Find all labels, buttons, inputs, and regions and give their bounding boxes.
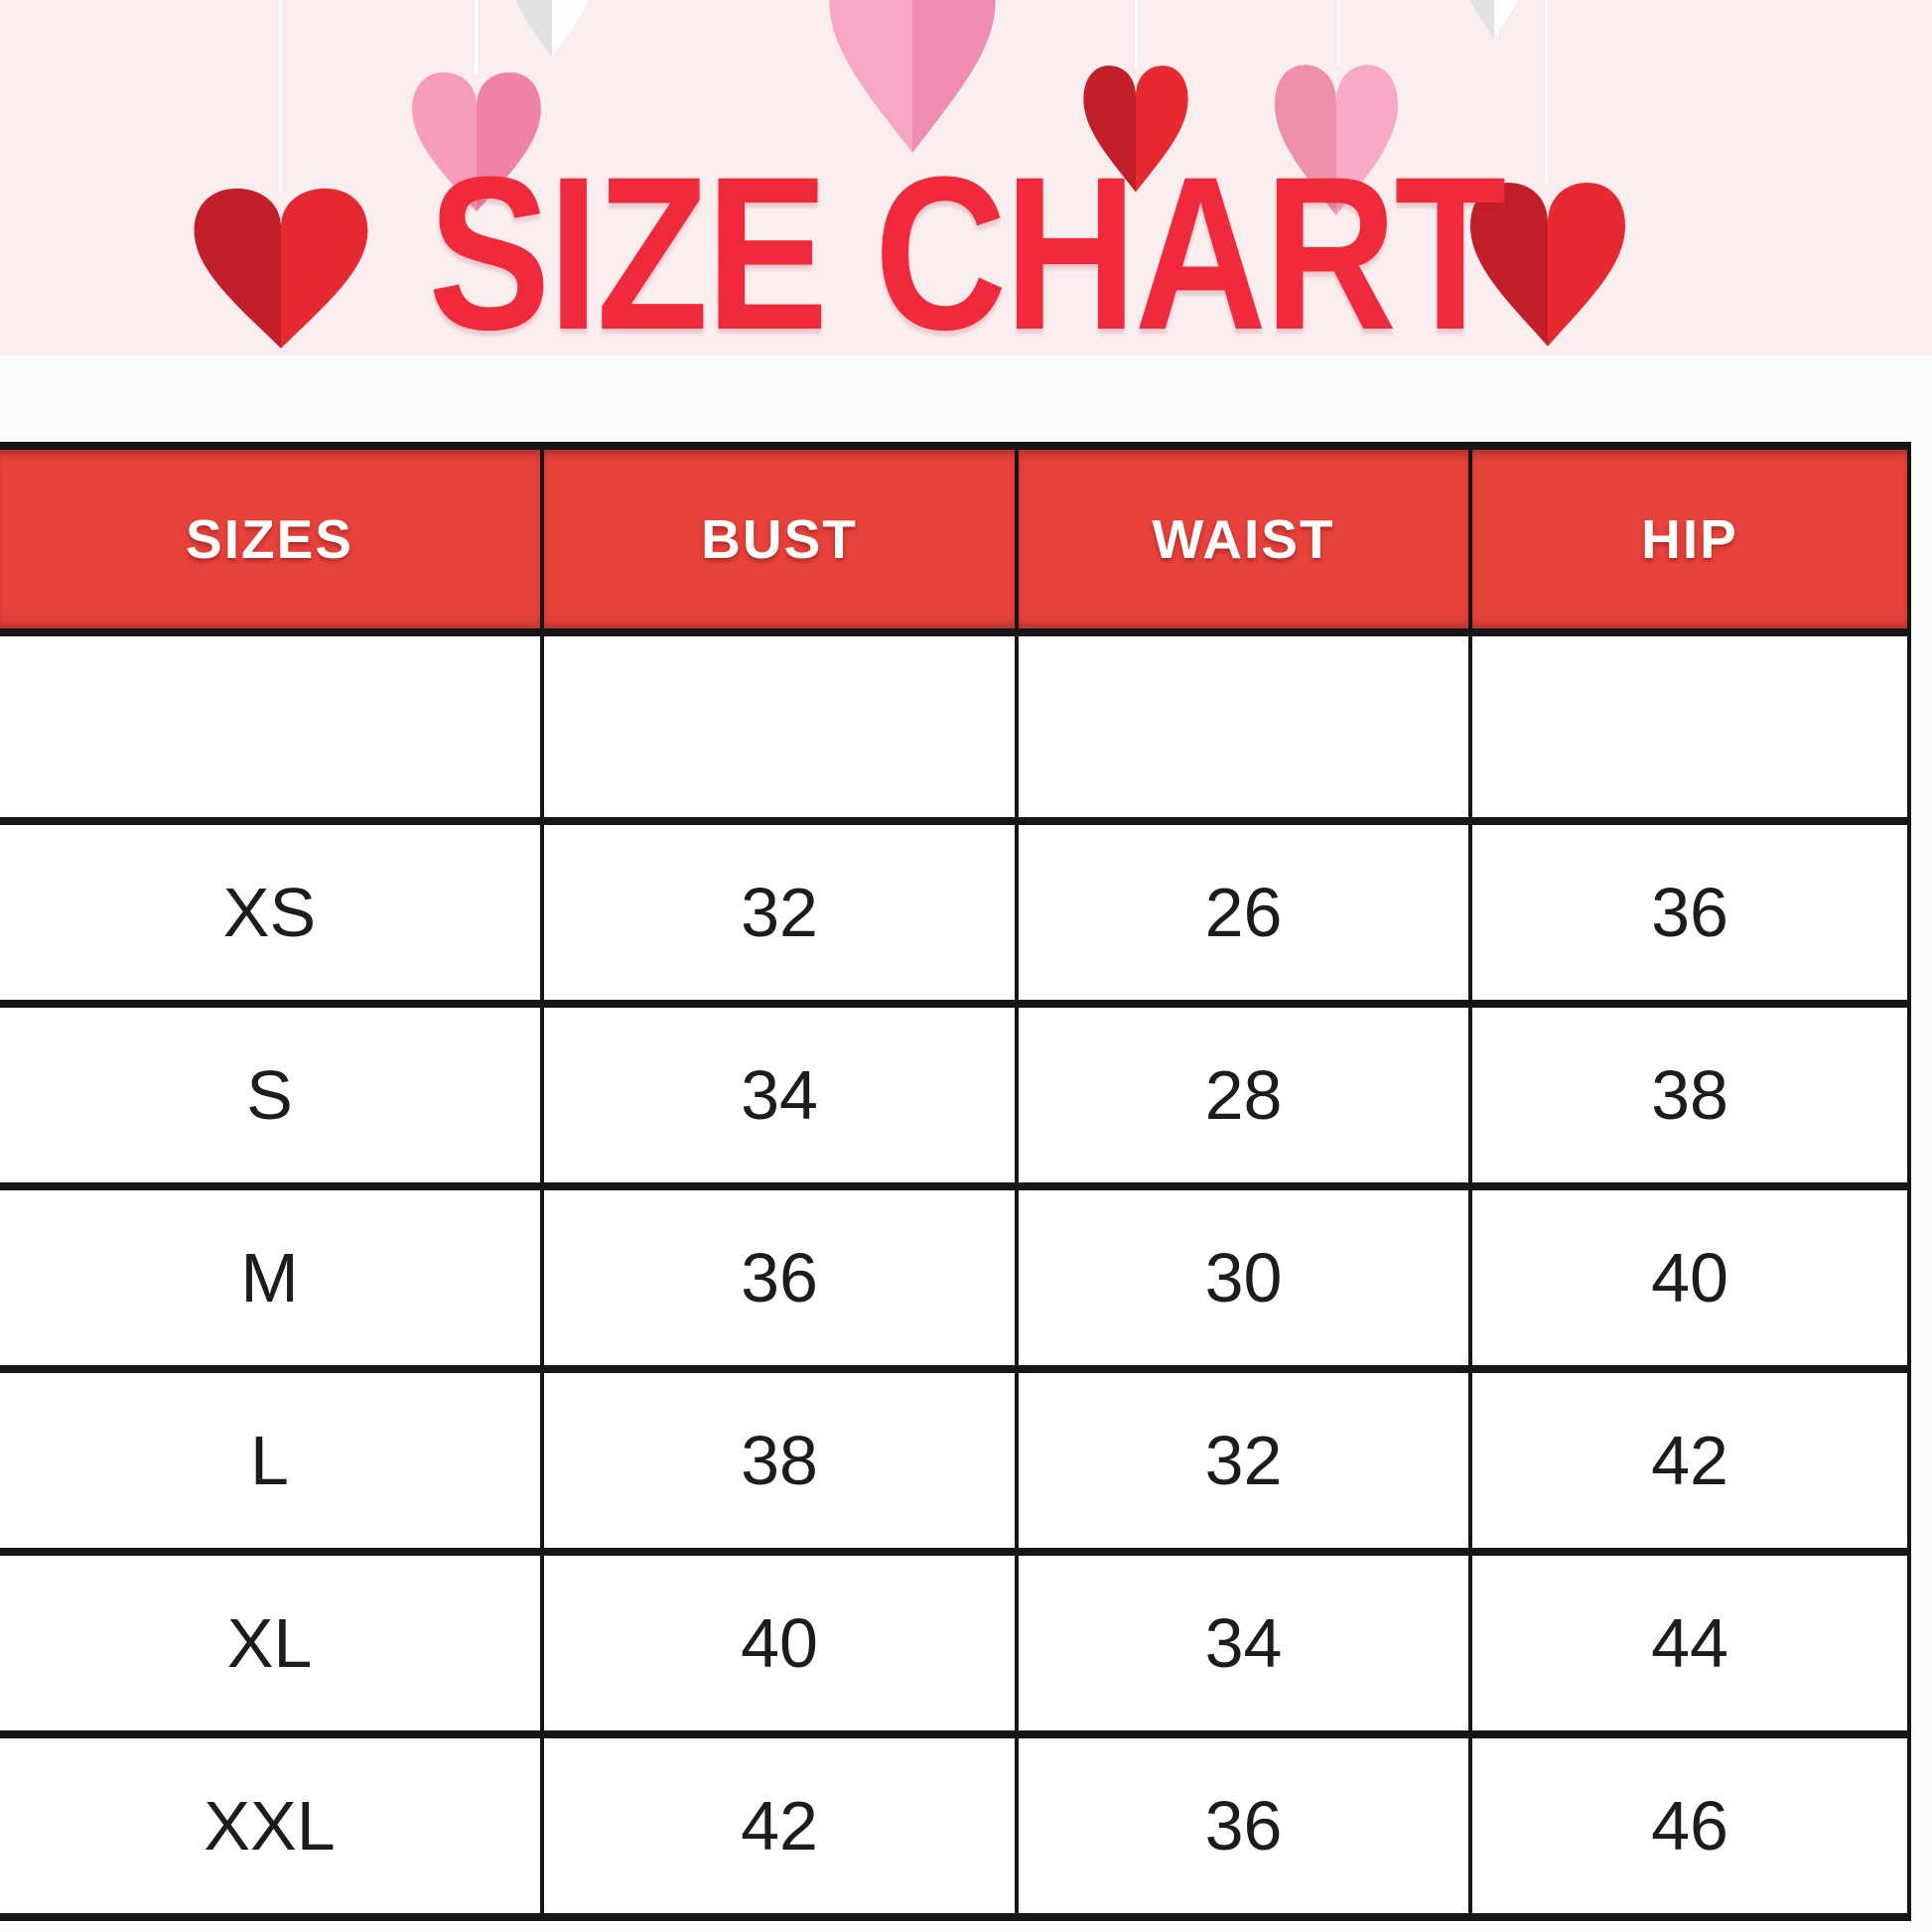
column-header: HIP <box>1468 442 1911 636</box>
table-cell: 26 <box>1015 817 1472 1008</box>
table-cell: L <box>0 1365 544 1556</box>
table-cell: 44 <box>1468 1548 1911 1738</box>
table-row <box>0 628 1911 825</box>
size-table: SIZES BUST WAIST HIP XS 32 26 36 S 34 28 38 M 36 30 40… <box>0 442 1911 1921</box>
table-row: XXL 42 36 46 <box>0 1730 1911 1921</box>
hanging-heart-icon <box>824 0 1001 157</box>
hanging-heart-icon <box>1271 58 1402 218</box>
table-body: XS 32 26 36 S 34 28 38 M 36 30 40 L 38 32 42 XL 40 34 44 XXL… <box>0 628 1911 1921</box>
header-row: SIZES BUST WAIST HIP <box>0 442 1911 636</box>
hanging-string <box>1337 0 1340 66</box>
table-row: XS 32 26 36 <box>0 817 1911 1008</box>
hanging-string <box>1135 0 1138 68</box>
table-cell: 36 <box>540 1182 1019 1373</box>
table-cell: 32 <box>540 817 1019 1008</box>
divider-band <box>0 355 1932 444</box>
spacer-cell <box>1468 628 1911 825</box>
hanging-heart-icon <box>1080 60 1191 195</box>
table-cell: 36 <box>1015 1730 1472 1921</box>
spacer-cell <box>0 628 544 825</box>
column-header: BUST <box>540 442 1019 636</box>
hanging-string <box>279 0 282 191</box>
table-cell: 38 <box>1468 1000 1911 1190</box>
page-title-text: SIZE CHART <box>428 131 1506 375</box>
table-cell: 46 <box>1468 1730 1911 1921</box>
table-cell: M <box>0 1182 544 1373</box>
table-cell: 40 <box>540 1548 1019 1738</box>
hanging-heart-icon <box>1453 0 1535 42</box>
hanging-heart-icon <box>408 66 545 214</box>
table-cell: S <box>0 1000 544 1190</box>
table-cell: XXL <box>0 1730 544 1921</box>
table-cell: 42 <box>1468 1365 1911 1556</box>
table-cell: 32 <box>1015 1365 1472 1556</box>
hanging-heart-icon <box>506 0 598 60</box>
hanging-string <box>475 0 478 73</box>
page-title: SIZE CHART <box>0 131 1932 375</box>
table-cell: 38 <box>540 1365 1019 1556</box>
title-heart-icon <box>189 181 373 351</box>
title-heart-icon <box>1465 175 1630 349</box>
table-cell: 42 <box>540 1730 1019 1921</box>
table-row: S 34 28 38 <box>0 1000 1911 1190</box>
table-cell: 40 <box>1468 1182 1911 1373</box>
spacer-cell <box>1015 628 1472 825</box>
table-cell: XL <box>0 1548 544 1738</box>
table-cell: 28 <box>1015 1000 1472 1190</box>
table-cell: 36 <box>1468 817 1911 1008</box>
column-header: WAIST <box>1015 442 1472 636</box>
column-header: SIZES <box>0 442 544 636</box>
table-row: XL 40 34 44 <box>0 1548 1911 1738</box>
table-cell: 34 <box>1015 1548 1472 1738</box>
header-banner: SIZE CHART <box>0 0 1932 362</box>
table-row: L 38 32 42 <box>0 1365 1911 1556</box>
hanging-string <box>1545 0 1548 184</box>
table-cell: 30 <box>1015 1182 1472 1373</box>
table-row: M 36 30 40 <box>0 1182 1911 1373</box>
table-cell: 34 <box>540 1000 1019 1190</box>
spacer-cell <box>540 628 1019 825</box>
table-cell: XS <box>0 817 544 1008</box>
